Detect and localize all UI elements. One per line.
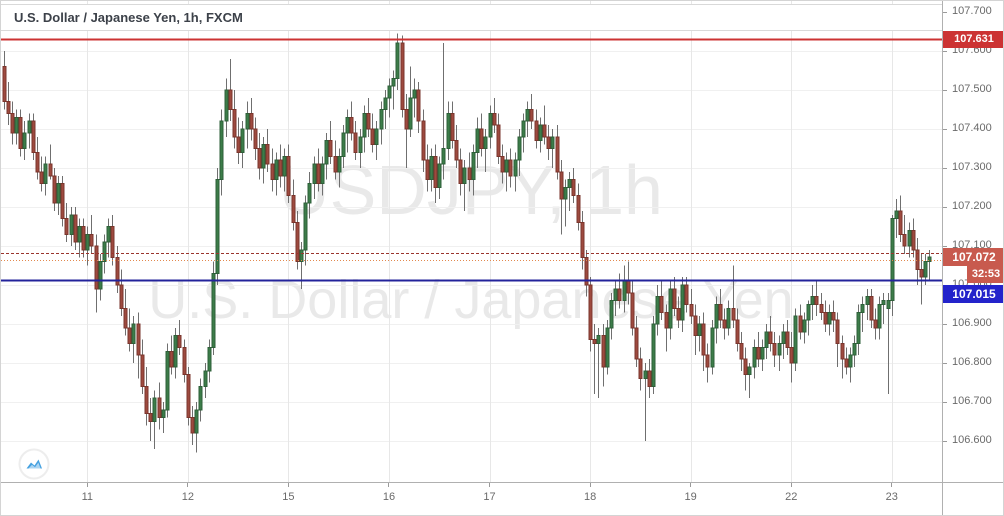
price-tick <box>943 50 947 52</box>
time-axis-label: 15 <box>282 491 295 503</box>
time-axis-label: 23 <box>885 491 898 503</box>
price-tick <box>943 401 947 403</box>
time-axis-label: 22 <box>785 491 798 503</box>
price-tick <box>943 323 947 325</box>
price-axis-label: 106.700 <box>952 395 992 407</box>
time-axis-label: 12 <box>181 491 194 503</box>
time-tick <box>187 483 189 487</box>
price-tick <box>943 440 947 442</box>
level-price-badge: 107.015 <box>943 285 1003 303</box>
price-axis-label: 106.800 <box>952 356 992 368</box>
time-axis-label: 17 <box>483 491 496 503</box>
legend-title: U.S. Dollar / Japanese Yen, 1h, FXCM <box>14 10 243 25</box>
price-tick <box>943 89 947 91</box>
time-tick <box>489 483 491 487</box>
price-tick <box>943 245 947 247</box>
time-tick <box>690 483 692 487</box>
time-tick <box>891 483 893 487</box>
price-axis-label: 107.500 <box>952 83 992 95</box>
price-axis-label: 106.600 <box>952 434 992 446</box>
price-axis-label: 107.700 <box>952 5 992 17</box>
time-axis-label: 19 <box>684 491 697 503</box>
price-tick <box>943 206 947 208</box>
time-axis-label: 16 <box>382 491 396 503</box>
high-price-badge: 107.631 <box>943 31 1003 48</box>
price-axis[interactable]: 107.700 107.600 107.500 107.400 107.300 107.2… <box>942 1 1003 482</box>
price-tick <box>943 11 947 13</box>
axis-corner <box>942 482 1003 515</box>
time-axis-label: 11 <box>81 491 93 503</box>
time-axis[interactable]: 11 12 15 16 17 18 19 22 23 <box>1 482 942 515</box>
price-tick <box>943 167 947 169</box>
price-axis-label: 107.200 <box>952 200 992 212</box>
price-axis-label: 106.900 <box>952 317 992 329</box>
price-axis-label: 107.300 <box>952 161 992 173</box>
candlestick-chart[interactable]: USDJPY, 1hU.S. Dollar / Japanese Yen <box>1 1 942 482</box>
price-tick <box>943 362 947 364</box>
price-axis-label: 107.400 <box>952 122 992 134</box>
chart-plot-area[interactable]: USDJPY, 1h U.S. Dollar / Japanese Yen U.S… <box>1 1 942 482</box>
time-tick <box>388 483 390 487</box>
time-tick <box>589 483 591 487</box>
bar-countdown-badge: 32:53 <box>967 266 1003 283</box>
tradingview-cloud-icon <box>18 448 50 480</box>
time-tick <box>790 483 792 487</box>
tradingview-logo[interactable] <box>16 446 52 482</box>
symbol-legend[interactable]: U.S. Dollar / Japanese Yen, 1h, FXCM <box>1 4 942 31</box>
time-tick <box>86 483 88 487</box>
time-axis-label: 18 <box>583 491 597 503</box>
price-tick <box>943 128 947 130</box>
time-tick <box>287 483 289 487</box>
last-price-badge: 107.072 <box>943 248 1003 266</box>
